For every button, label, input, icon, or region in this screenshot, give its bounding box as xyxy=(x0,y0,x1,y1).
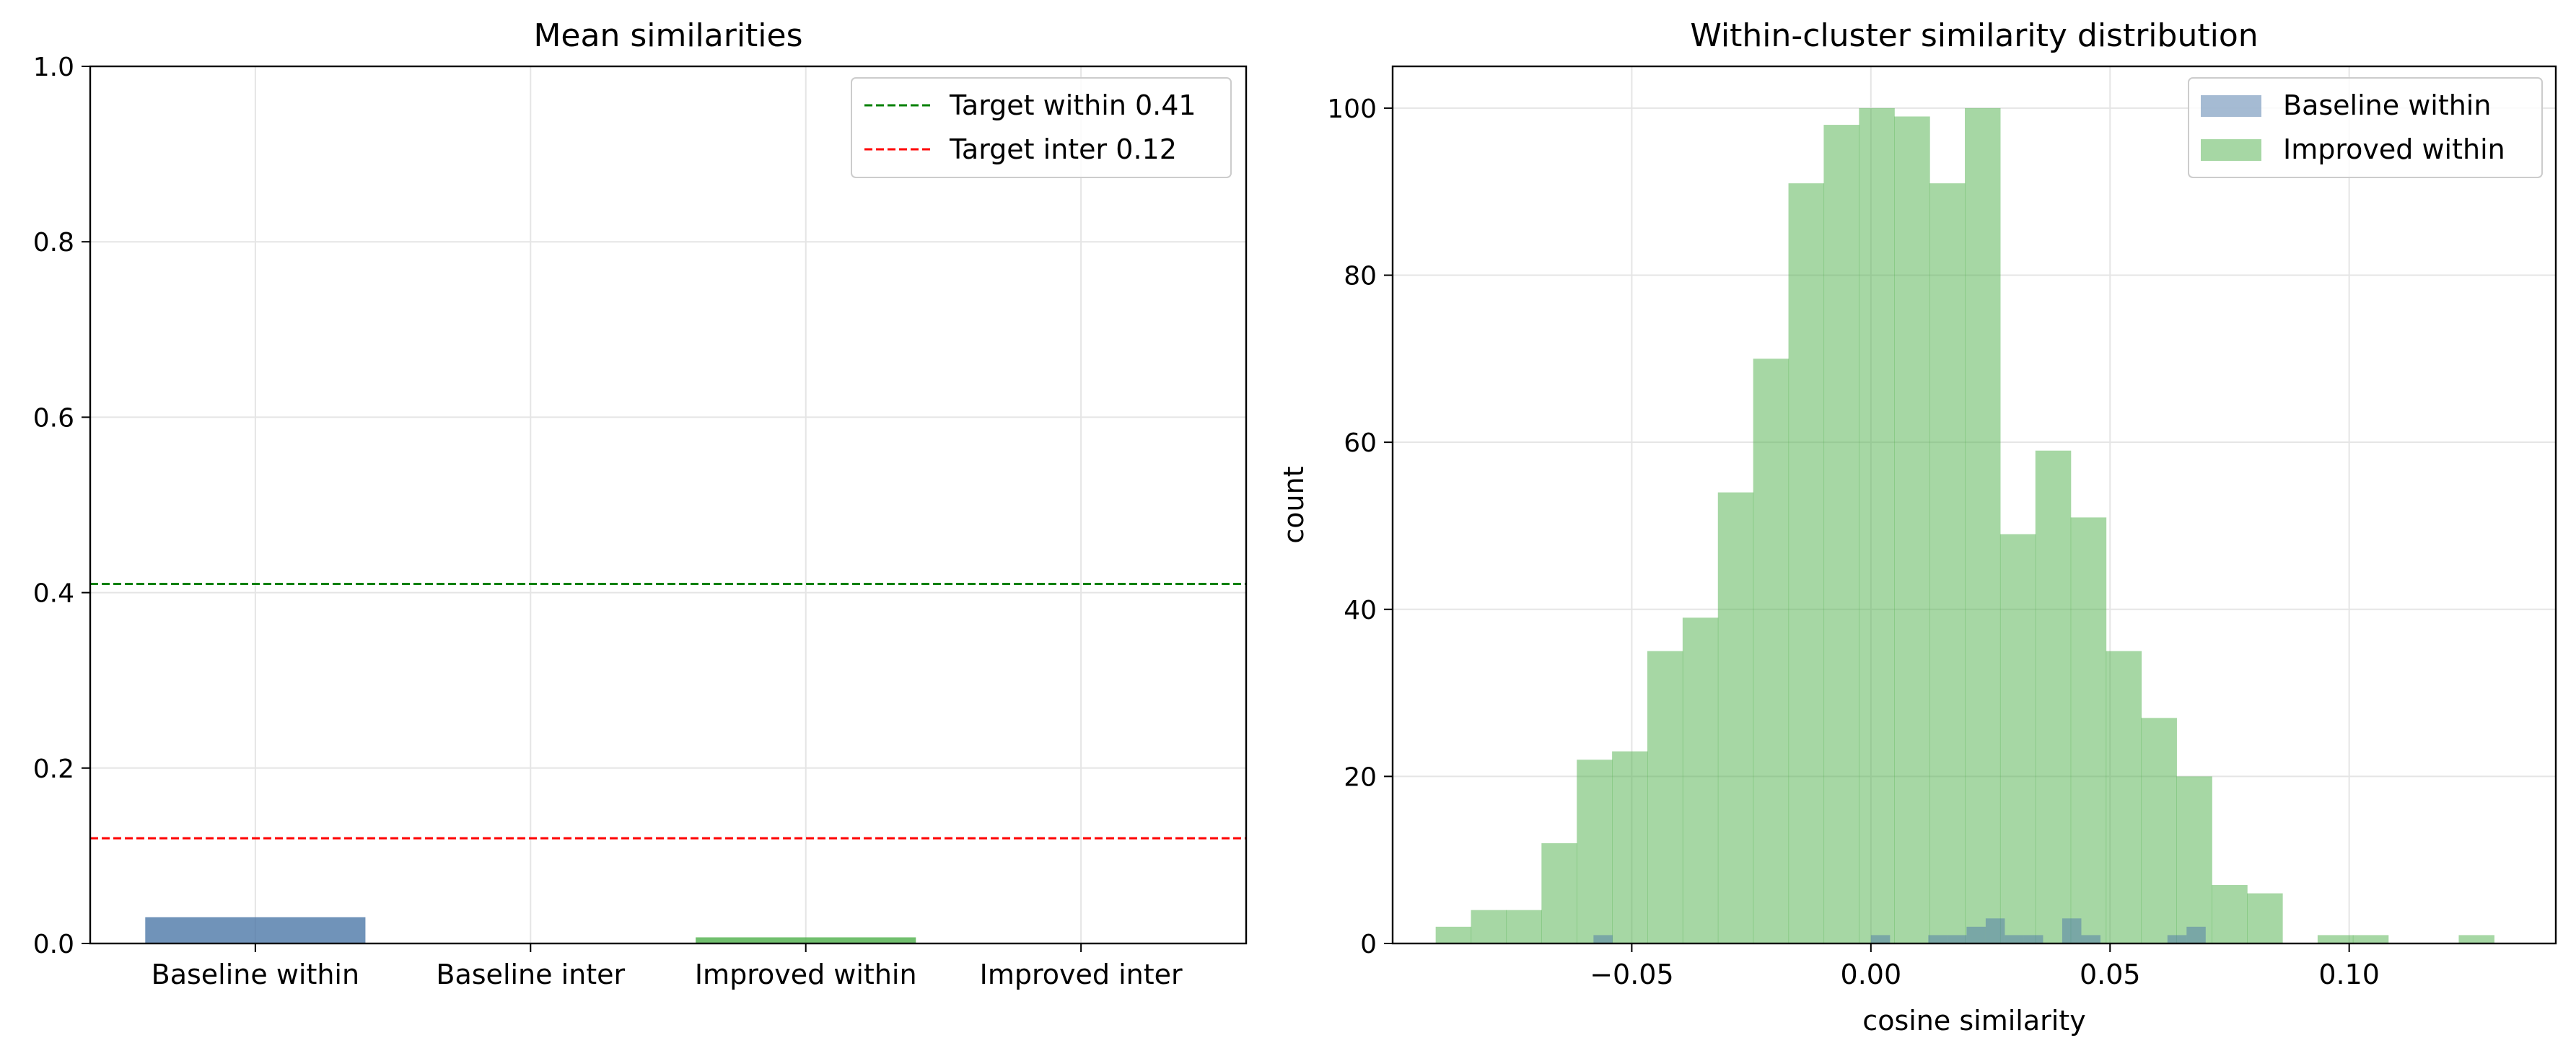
right-legend: Baseline within Improved within xyxy=(2188,77,2543,178)
baseline-within-bin xyxy=(2005,935,2024,943)
improved-within-bin xyxy=(1999,534,2036,943)
bar-improved-within xyxy=(696,937,916,943)
improved-within-bin xyxy=(1577,760,1613,943)
improved-within-bin xyxy=(1612,751,1648,943)
bar-baseline-within xyxy=(145,917,366,943)
improved-within-bin xyxy=(1753,358,1789,943)
mean-similarities-chart: 0.00.20.40.60.81.0 Baseline within Baseli… xyxy=(33,17,1248,990)
improved-within-bin xyxy=(2141,718,2177,943)
left-y-tick-label: 0.8 xyxy=(33,228,74,258)
right-x-ticks: −0.05 0.00 0.05 0.10 xyxy=(1590,943,2380,990)
improved-within-bin xyxy=(1788,183,1825,944)
right-x-tick-label: 0.05 xyxy=(2080,959,2141,990)
left-legend: Target within 0.41 Target inter 0.12 xyxy=(851,77,1232,178)
baseline-within-bars xyxy=(1593,918,2206,943)
right-legend-box xyxy=(2188,77,2543,178)
improved-within-bin xyxy=(1541,843,1577,943)
left-x-tick-label: Baseline within xyxy=(152,959,359,990)
right-chart-title: Within-cluster similarity distribution xyxy=(1690,17,2258,54)
baseline-within-bin xyxy=(2023,935,2043,943)
similarity-distribution-chart: 0 20 40 60 80 100 −0.05 0.00 0.05 0.10 Within-cl… xyxy=(1278,17,2557,1037)
left-x-tick-label: Baseline inter xyxy=(436,959,625,990)
improved-within-bin xyxy=(2212,884,2248,943)
baseline-within-bin xyxy=(2081,935,2100,943)
right-x-tick-label: −0.05 xyxy=(1590,959,1673,990)
improved-within-bin xyxy=(1929,183,1966,944)
legend-swatch-improved-within xyxy=(2201,139,2261,161)
left-legend-box xyxy=(851,77,1232,178)
baseline-within-bin xyxy=(1985,918,2005,943)
left-x-tick-label: Improved inter xyxy=(980,959,1183,990)
left-chart-title: Mean similarities xyxy=(533,17,802,54)
left-reference-lines xyxy=(90,582,1246,840)
baseline-within-bin xyxy=(1966,926,1986,943)
improved-within-bin xyxy=(1471,910,1507,943)
improved-within-bin xyxy=(1965,107,2001,943)
left-y-tick-label: 0.2 xyxy=(33,754,74,784)
right-y-tick-label: 60 xyxy=(1344,428,1377,458)
legend-swatch-baseline-within xyxy=(2201,95,2261,117)
improved-within-bin xyxy=(1823,125,1859,944)
right-y-tick-label: 100 xyxy=(1327,94,1377,124)
improved-within-bin xyxy=(2458,935,2494,943)
right-x-axis-label: cosine similarity xyxy=(1862,1005,2085,1037)
improved-within-bin xyxy=(1435,926,1472,943)
legend-label-baseline-within: Baseline within xyxy=(2283,89,2491,121)
right-y-ticks: 0 20 40 60 80 100 xyxy=(1327,94,1393,959)
legend-label-reference-1: Target inter 0.12 xyxy=(949,133,1177,165)
baseline-within-bin xyxy=(2167,935,2187,943)
baseline-within-bin xyxy=(1947,935,1967,943)
right-y-axis-label: count xyxy=(1278,466,1310,543)
left-y-tick-label: 0.4 xyxy=(33,579,74,609)
right-x-tick-label: 0.00 xyxy=(1841,959,1902,990)
improved-within-bin xyxy=(1506,910,1542,943)
improved-within-bars xyxy=(1435,107,2494,944)
improved-within-bin xyxy=(2035,450,2072,943)
left-y-tick-label: 0.0 xyxy=(33,930,74,959)
left-axes-frame xyxy=(89,65,1248,945)
improved-within-bin xyxy=(2247,893,2283,943)
right-y-tick-label: 0 xyxy=(1360,930,1377,959)
improved-within-bin xyxy=(2317,935,2354,943)
improved-within-bin xyxy=(1717,492,1754,943)
improved-within-bin xyxy=(1859,107,1895,943)
improved-within-bin xyxy=(2352,935,2389,943)
left-y-tick-label: 0.6 xyxy=(33,403,74,433)
left-bars xyxy=(145,917,916,943)
improved-within-bin xyxy=(2106,651,2142,943)
left-y-tick-label: 1.0 xyxy=(33,53,74,82)
baseline-within-bin xyxy=(2062,918,2082,943)
left-y-ticks: 0.0 0.2 0.4 0.6 0.8 1.0 xyxy=(33,53,90,959)
right-y-tick-label: 80 xyxy=(1344,262,1377,291)
improved-within-bin xyxy=(1682,617,1719,943)
left-x-ticks: Baseline within Baseline inter Improved wi… xyxy=(152,943,1183,990)
right-y-tick-label: 20 xyxy=(1344,762,1377,792)
legend-label-improved-within: Improved within xyxy=(2283,133,2505,165)
improved-within-bin xyxy=(2176,776,2212,943)
improved-within-bin xyxy=(1647,651,1683,943)
baseline-within-bin xyxy=(1593,935,1613,943)
legend-label-reference-0: Target within 0.41 xyxy=(949,89,1196,121)
left-x-tick-label: Improved within xyxy=(695,959,917,990)
baseline-within-bin xyxy=(1928,935,1948,943)
right-x-tick-label: 0.10 xyxy=(2318,959,2380,990)
baseline-within-bin xyxy=(1870,935,1891,943)
right-axes-frame xyxy=(1391,65,2557,945)
improved-within-bin xyxy=(1894,116,1930,943)
right-y-tick-label: 40 xyxy=(1344,596,1377,625)
baseline-within-bin xyxy=(2186,926,2206,943)
improved-within-bin xyxy=(2070,517,2107,943)
